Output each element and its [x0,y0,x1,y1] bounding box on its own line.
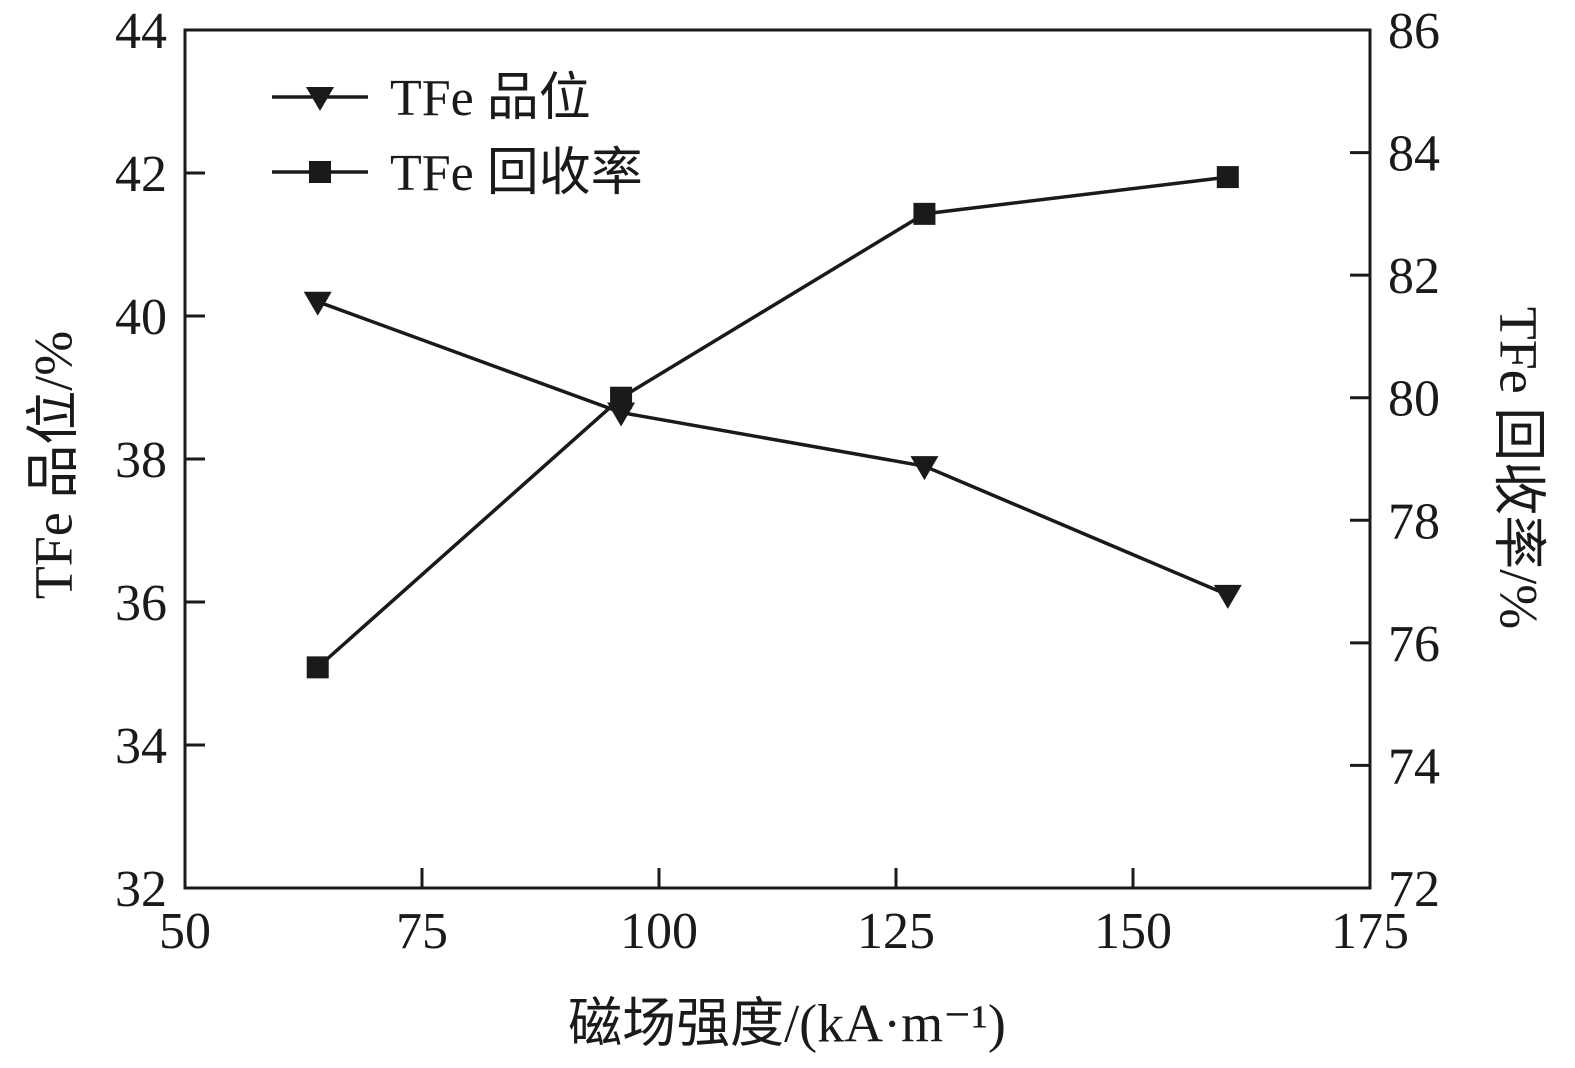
legend-label-1: TFe 回收率 [390,145,643,202]
right-y-tick-label: 82 [1388,248,1440,305]
series-line-1 [316,175,1229,669]
right-y-tick-label: 76 [1388,616,1440,673]
right-y-tick-label: 74 [1388,738,1440,795]
legend-label-0: TFe 品位 [390,70,591,127]
marker-legend-1 [309,161,331,183]
left-y-tick-label: 34 [115,718,167,775]
x-tick-label: 100 [620,903,698,960]
left-y-tick-label: 38 [115,432,167,489]
right-y-tick-label: 80 [1388,371,1440,428]
left-y-tick-label: 36 [115,575,167,632]
marker-series-1 [913,202,936,225]
left-y-tick-label: 32 [115,861,167,918]
marker-series-0 [303,291,332,316]
marker-legend-0 [306,87,334,111]
x-tick-label: 125 [857,903,935,960]
x-tick-label: 50 [159,903,211,960]
x-tick-label: 75 [396,903,448,960]
marker-series-1 [610,386,633,409]
right-y-tick-label: 72 [1388,861,1440,918]
right-y-tick-label: 86 [1388,3,1440,60]
right-y-tick-label: 78 [1388,493,1440,550]
x-axis-title: 磁场强度/(kA·m⁻¹) [568,993,1006,1054]
x-tick-label: 150 [1094,903,1172,960]
right-axis-title: TFe 回收率/% [1488,306,1549,630]
left-y-tick-label: 42 [115,146,167,203]
left-y-tick-label: 40 [115,289,167,346]
plot-border [183,28,1372,890]
series-line-0 [317,300,1229,597]
marker-series-0 [910,456,939,481]
left-y-tick-label: 44 [115,3,167,60]
x-tick-label: 175 [1331,903,1409,960]
marker-series-1 [1216,166,1239,189]
right-y-tick-label: 84 [1388,126,1440,183]
marker-series-1 [306,656,329,679]
marker-series-0 [1213,584,1242,609]
left-axis-title: TFe 品位/% [23,330,84,600]
